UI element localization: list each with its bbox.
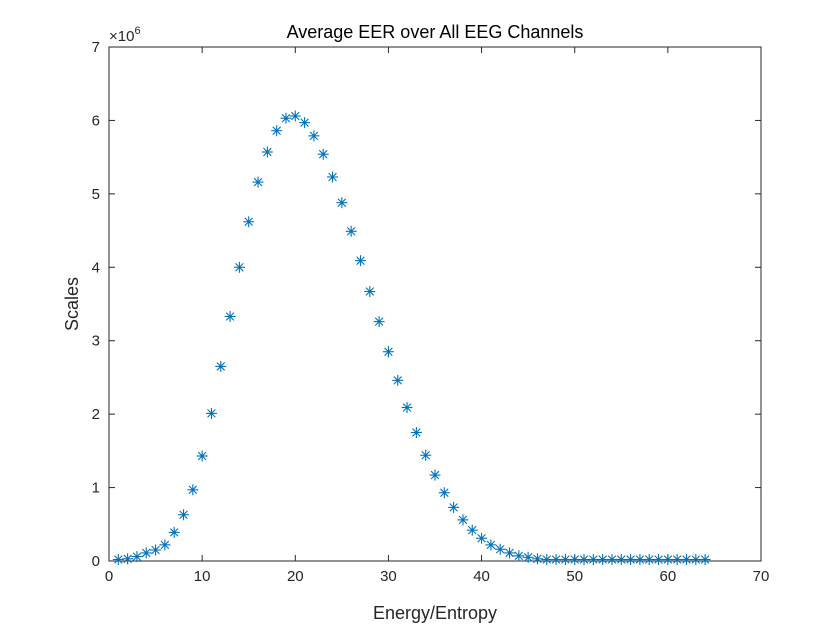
data-point xyxy=(690,554,702,566)
y-tick-label: 7 xyxy=(92,39,100,56)
data-point xyxy=(634,554,646,566)
y-axis-label: Scales xyxy=(62,277,82,331)
data-point xyxy=(448,501,460,513)
data-point xyxy=(429,469,441,481)
y-tick-label: 6 xyxy=(92,112,100,129)
data-series xyxy=(112,110,711,566)
data-point xyxy=(382,346,394,358)
y-axis-exponent-base: ×10 xyxy=(109,28,134,45)
y-tick-label: 3 xyxy=(92,333,100,350)
plot-area xyxy=(108,46,762,562)
data-point xyxy=(504,547,516,559)
y-tick-label: 5 xyxy=(92,186,100,203)
data-point xyxy=(354,255,366,267)
data-point xyxy=(196,450,208,462)
chart-title: Average EER over All EEG Channels xyxy=(287,22,584,42)
data-point xyxy=(680,554,692,566)
y-axis-exponent-power: 6 xyxy=(134,25,140,37)
data-point xyxy=(233,261,245,273)
data-point xyxy=(559,554,571,566)
x-axis: 0 10 20 30 40 50 60 70 xyxy=(105,47,770,585)
data-point xyxy=(150,544,162,556)
data-point xyxy=(671,554,683,566)
data-point xyxy=(373,316,385,328)
data-point xyxy=(131,551,143,563)
x-tick-label: 10 xyxy=(194,568,211,585)
data-point xyxy=(541,554,553,566)
x-axis-label: Energy/Entropy xyxy=(373,603,497,623)
data-point xyxy=(606,554,618,566)
y-tick-label: 4 xyxy=(92,259,100,276)
data-point xyxy=(550,554,562,566)
data-point xyxy=(457,514,469,526)
x-tick-label: 0 xyxy=(105,568,113,585)
data-point xyxy=(643,554,655,566)
data-point xyxy=(597,554,609,566)
y-tick-label: 1 xyxy=(92,480,100,497)
data-point xyxy=(392,374,404,386)
data-point xyxy=(364,286,376,298)
data-point xyxy=(699,554,711,566)
x-tick-label: 60 xyxy=(660,568,677,585)
data-point xyxy=(513,550,525,562)
data-point xyxy=(122,553,134,565)
data-point xyxy=(485,539,497,551)
data-point xyxy=(261,146,273,158)
y-tick-label: 2 xyxy=(92,406,100,423)
y-axis: 0 1 2 3 4 5 6 7 xyxy=(92,39,761,570)
data-point xyxy=(401,402,413,414)
data-point xyxy=(280,112,292,124)
data-point xyxy=(662,554,674,566)
data-point xyxy=(215,360,227,372)
data-point xyxy=(476,532,488,544)
data-point xyxy=(438,487,450,499)
data-point xyxy=(578,554,590,566)
data-point xyxy=(224,310,236,322)
data-point xyxy=(587,554,599,566)
data-point xyxy=(140,547,152,559)
data-point xyxy=(531,553,543,565)
y-axis-exponent: ×106 xyxy=(109,25,141,45)
x-tick-label: 50 xyxy=(566,568,583,585)
y-tick-label: 0 xyxy=(92,553,100,570)
data-point xyxy=(466,524,478,536)
data-point xyxy=(289,110,301,122)
data-point xyxy=(178,509,190,521)
data-point xyxy=(345,225,357,237)
data-point xyxy=(410,427,422,438)
data-point xyxy=(569,554,581,566)
x-tick-label: 20 xyxy=(287,568,304,585)
data-point xyxy=(653,554,665,566)
data-point xyxy=(299,117,311,129)
data-point xyxy=(252,176,264,188)
data-point xyxy=(625,554,637,566)
data-point xyxy=(168,526,180,538)
data-point xyxy=(327,171,339,183)
data-point xyxy=(336,197,348,209)
data-point xyxy=(317,148,329,160)
data-point xyxy=(271,125,283,137)
x-tick-label: 70 xyxy=(753,568,770,585)
data-point xyxy=(420,449,432,461)
data-point xyxy=(522,551,534,563)
data-point xyxy=(243,216,255,228)
data-point xyxy=(205,407,217,419)
data-point xyxy=(112,554,124,566)
x-tick-label: 30 xyxy=(380,568,397,585)
data-point xyxy=(494,543,506,555)
data-point xyxy=(308,130,320,142)
data-point xyxy=(187,484,199,496)
data-point xyxy=(159,539,171,551)
x-tick-label: 40 xyxy=(473,568,490,585)
data-point xyxy=(615,554,627,566)
